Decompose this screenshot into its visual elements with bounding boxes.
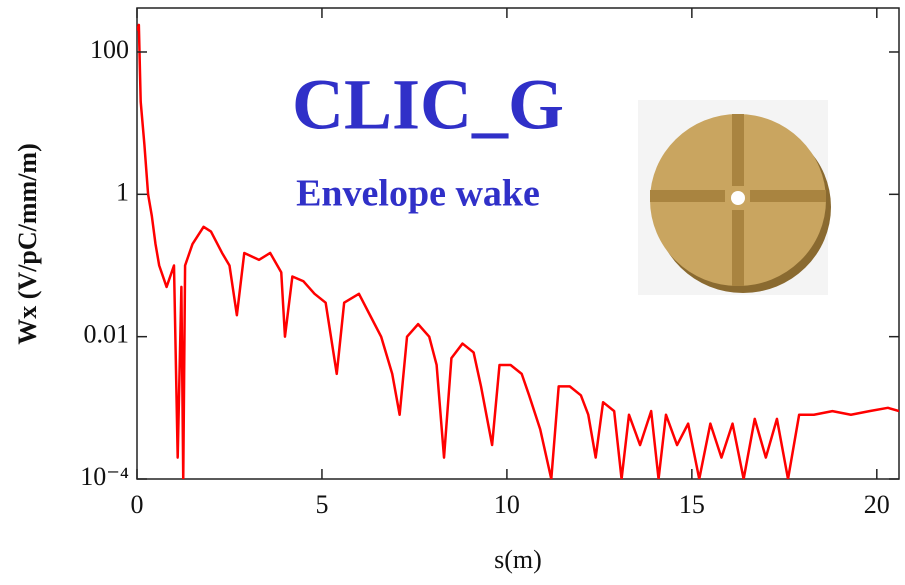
y-tick-label: 10⁻⁴ [80, 462, 129, 491]
x-tick-label: 15 [679, 490, 705, 519]
x-tick-label: 5 [315, 490, 328, 519]
data-line [137, 23, 899, 479]
y-axis-title: Wx (V/pC/mm/m) [13, 143, 42, 344]
y-tick-label: 0.01 [84, 320, 130, 349]
disk-image [638, 100, 831, 295]
chart-title: CLIC_G [292, 65, 564, 145]
x-axis-title: s(m) [494, 545, 542, 574]
y-tick-label: 100 [90, 35, 129, 64]
x-tick-label: 0 [131, 490, 144, 519]
x-tick-label: 10 [494, 490, 520, 519]
y-tick-label: 1 [116, 177, 129, 206]
x-tick-label: 20 [864, 490, 890, 519]
plot-area [137, 23, 899, 479]
chart-subtitle: Envelope wake [296, 173, 540, 215]
